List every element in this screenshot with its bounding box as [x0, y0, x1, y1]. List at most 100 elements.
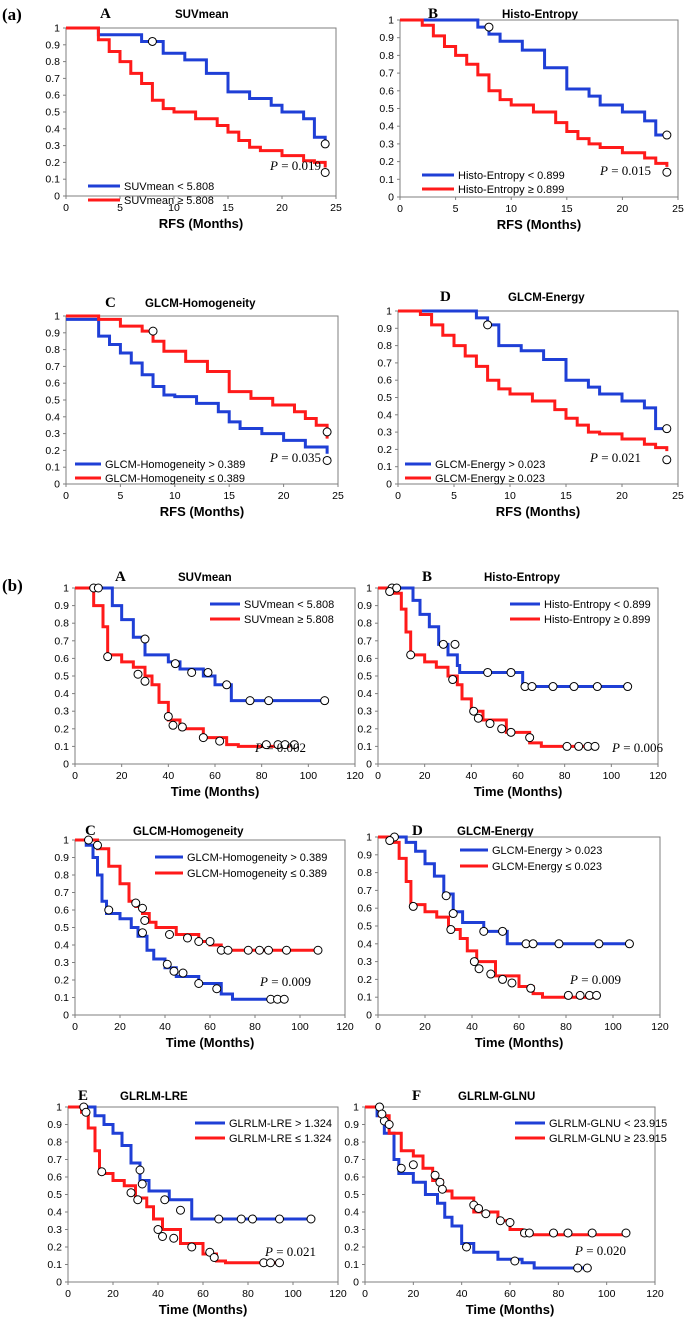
y-tick-label: 0.9: [47, 1119, 62, 1131]
km-panel-4: A SUVmean 0 0.1 0.2 0.3 0.4 0.5 0.6 0.7 0.8 0.9 1 0 20…: [54, 569, 364, 799]
censor-marker: [84, 835, 93, 845]
legend-label: Histo-Entropy < 0.899: [458, 170, 565, 182]
censor-marker: [194, 979, 204, 988]
x-tick-label: 40: [466, 1021, 478, 1033]
p-symbol: P: [569, 972, 578, 987]
y-tick-label: 0.7: [54, 887, 69, 899]
censor-marker: [147, 36, 157, 46]
km-curve-red: [378, 586, 593, 748]
censor-marker: [203, 667, 213, 677]
censor-marker: [574, 741, 584, 751]
x-tick-label: 40: [465, 770, 477, 782]
censor-marker: [623, 682, 633, 692]
y-tick-label: 1: [54, 23, 60, 35]
censor-marker: [563, 990, 573, 1000]
p-value-text: = 0.021: [273, 1244, 316, 1259]
y-tick-label: 0.5: [54, 922, 69, 934]
x-tick-label: 5: [117, 202, 123, 214]
x-tick-label: 80: [552, 1288, 564, 1300]
censor-marker: [624, 939, 634, 949]
x-axis-label: Time (Months): [475, 1035, 564, 1050]
censor-marker: [575, 990, 585, 1000]
panel-title: SUVmean: [178, 572, 232, 584]
km-panel-1: B Histo-Entropy 0 0.1 0.2 0.3 0.4 0.5 0.6 0.7 0.8 0…: [379, 6, 684, 232]
legend-label: Histo-Entropy < 0.899: [544, 599, 651, 611]
censor-marker: [563, 1228, 573, 1238]
x-tick-label: 100: [300, 770, 318, 782]
x-tick-label: 20: [116, 770, 128, 782]
y-tick-label: 0: [56, 1277, 62, 1289]
y-tick-label: 0.5: [357, 671, 372, 683]
y-tick-label: 0.5: [54, 671, 69, 683]
y-tick-label: 0.3: [47, 1224, 62, 1236]
panel-title: SUVmean: [175, 9, 229, 21]
y-tick-label: 1: [388, 15, 394, 27]
y-tick-label: 0.2: [344, 1242, 359, 1254]
legend-label: SUVmean < 5.808: [244, 599, 334, 611]
y-tick-label: 0.3: [344, 1224, 359, 1236]
censor-marker: [462, 1242, 471, 1252]
censor-marker: [549, 1228, 558, 1238]
x-axis-label: Time (Months): [159, 1302, 248, 1317]
y-tick-label: 0.7: [54, 635, 69, 647]
censor-marker: [264, 945, 273, 955]
y-tick-label: 0: [353, 1277, 359, 1289]
censor-marker: [103, 652, 113, 662]
y-tick-label: 0.4: [47, 1207, 62, 1219]
y-tick-label: 0.9: [54, 600, 69, 612]
censor-marker: [183, 933, 192, 943]
km-panel-8: E GLRLM-LRE00.10.20.30.40.50.60.70.80.910…: [47, 1088, 347, 1317]
legend-label: Histo-Entropy ≥ 0.899: [458, 184, 564, 196]
y-tick-label: 0.1: [357, 741, 372, 753]
y-tick-label: 0.2: [45, 445, 60, 457]
p-value: P = 0.006: [611, 740, 664, 755]
x-tick-label: 100: [603, 770, 621, 782]
censor-marker: [569, 682, 579, 692]
censor-marker: [486, 969, 496, 979]
censor-marker: [510, 1256, 520, 1266]
y-tick-label: 0.2: [379, 156, 394, 168]
x-axis-label: RFS (Months): [497, 217, 581, 232]
y-tick-label: 0.3: [357, 956, 372, 968]
censor-marker: [479, 926, 489, 936]
censor-marker: [450, 639, 460, 649]
legend-label: GLCM-Homogeneity ≤ 0.389: [105, 473, 245, 485]
p-value-text: = 0.020: [583, 1243, 626, 1258]
x-tick-label: 60: [504, 1288, 516, 1300]
y-tick-label: 0.9: [45, 39, 60, 51]
km-panel-2: C GLCM-Homogeneity 0 0.1 0.2 0.3 0.4 0.5 0.6 0.7 0…: [45, 295, 344, 519]
censor-marker: [153, 1225, 163, 1234]
y-tick-label: 0.2: [357, 723, 372, 735]
p-symbol: P: [589, 450, 598, 465]
y-tick-label: 0.9: [379, 32, 394, 44]
y-tick-label: 0: [366, 759, 372, 771]
x-tick-label: 100: [284, 1288, 302, 1300]
x-tick-label: 25: [330, 202, 342, 214]
y-tick-label: 0.7: [344, 1154, 359, 1166]
panel-title: GLRLM-LRE: [120, 1091, 188, 1103]
censor-marker: [163, 711, 173, 721]
censor-marker: [441, 891, 451, 901]
x-tick-label: 120: [651, 1021, 669, 1033]
censor-marker: [320, 139, 330, 149]
censor-marker: [81, 1107, 91, 1117]
x-tick-label: 60: [209, 770, 221, 782]
km-panel-3: D GLCM-Energy 0 0.1 0.2 0.3 0.4 0.5 0.6 0.7 0.8 0.9…: [377, 289, 684, 519]
censor-marker: [582, 1263, 592, 1273]
censor-marker: [481, 1209, 491, 1219]
censor-marker: [243, 945, 253, 955]
panel-title: GLCM-Homogeneity: [133, 826, 244, 838]
censor-marker: [662, 424, 672, 434]
y-tick-label: 0: [54, 479, 60, 491]
censor-marker: [160, 1195, 170, 1205]
y-tick-label: 0.5: [45, 107, 60, 119]
censor-marker: [133, 669, 143, 679]
x-tick-label: 100: [598, 1288, 616, 1300]
km-curve-red: [66, 314, 329, 439]
y-tick-label: 0.7: [47, 1154, 62, 1166]
p-value: P = 0.015: [599, 163, 651, 178]
p-value: P = 0.021: [264, 1244, 316, 1259]
p-value: P = 0.009: [569, 972, 621, 987]
km-curve-red: [398, 309, 669, 452]
x-tick-label: 20: [107, 1288, 119, 1300]
